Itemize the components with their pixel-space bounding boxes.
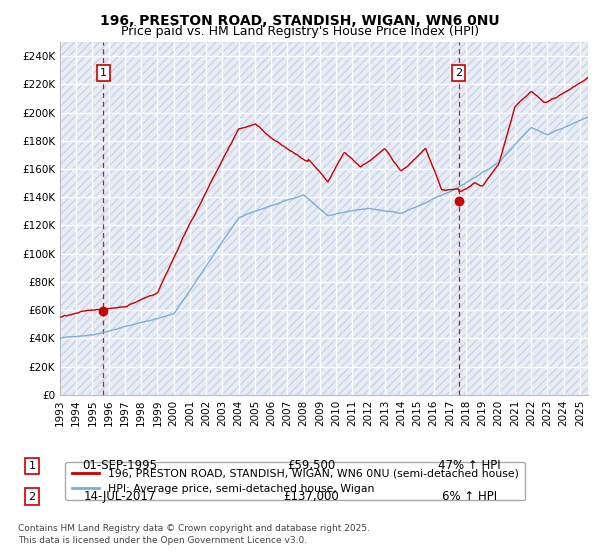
Text: £59,500: £59,500 — [287, 459, 335, 473]
Text: £137,000: £137,000 — [283, 490, 339, 503]
Text: 2: 2 — [29, 492, 35, 502]
Text: 14-JUL-2017: 14-JUL-2017 — [83, 490, 156, 503]
Text: Contains HM Land Registry data © Crown copyright and database right 2025.
This d: Contains HM Land Registry data © Crown c… — [18, 524, 370, 545]
Text: 196, PRESTON ROAD, STANDISH, WIGAN, WN6 0NU: 196, PRESTON ROAD, STANDISH, WIGAN, WN6 … — [100, 14, 500, 28]
Text: 01-SEP-1995: 01-SEP-1995 — [82, 459, 157, 473]
Text: 47% ↑ HPI: 47% ↑ HPI — [438, 459, 500, 473]
Text: 2: 2 — [455, 68, 462, 78]
Legend: 196, PRESTON ROAD, STANDISH, WIGAN, WN6 0NU (semi-detached house), HPI: Average : 196, PRESTON ROAD, STANDISH, WIGAN, WN6 … — [65, 462, 525, 501]
Text: Price paid vs. HM Land Registry's House Price Index (HPI): Price paid vs. HM Land Registry's House … — [121, 25, 479, 38]
Text: 6% ↑ HPI: 6% ↑ HPI — [442, 490, 497, 503]
Text: 1: 1 — [100, 68, 107, 78]
Text: 1: 1 — [29, 461, 35, 471]
